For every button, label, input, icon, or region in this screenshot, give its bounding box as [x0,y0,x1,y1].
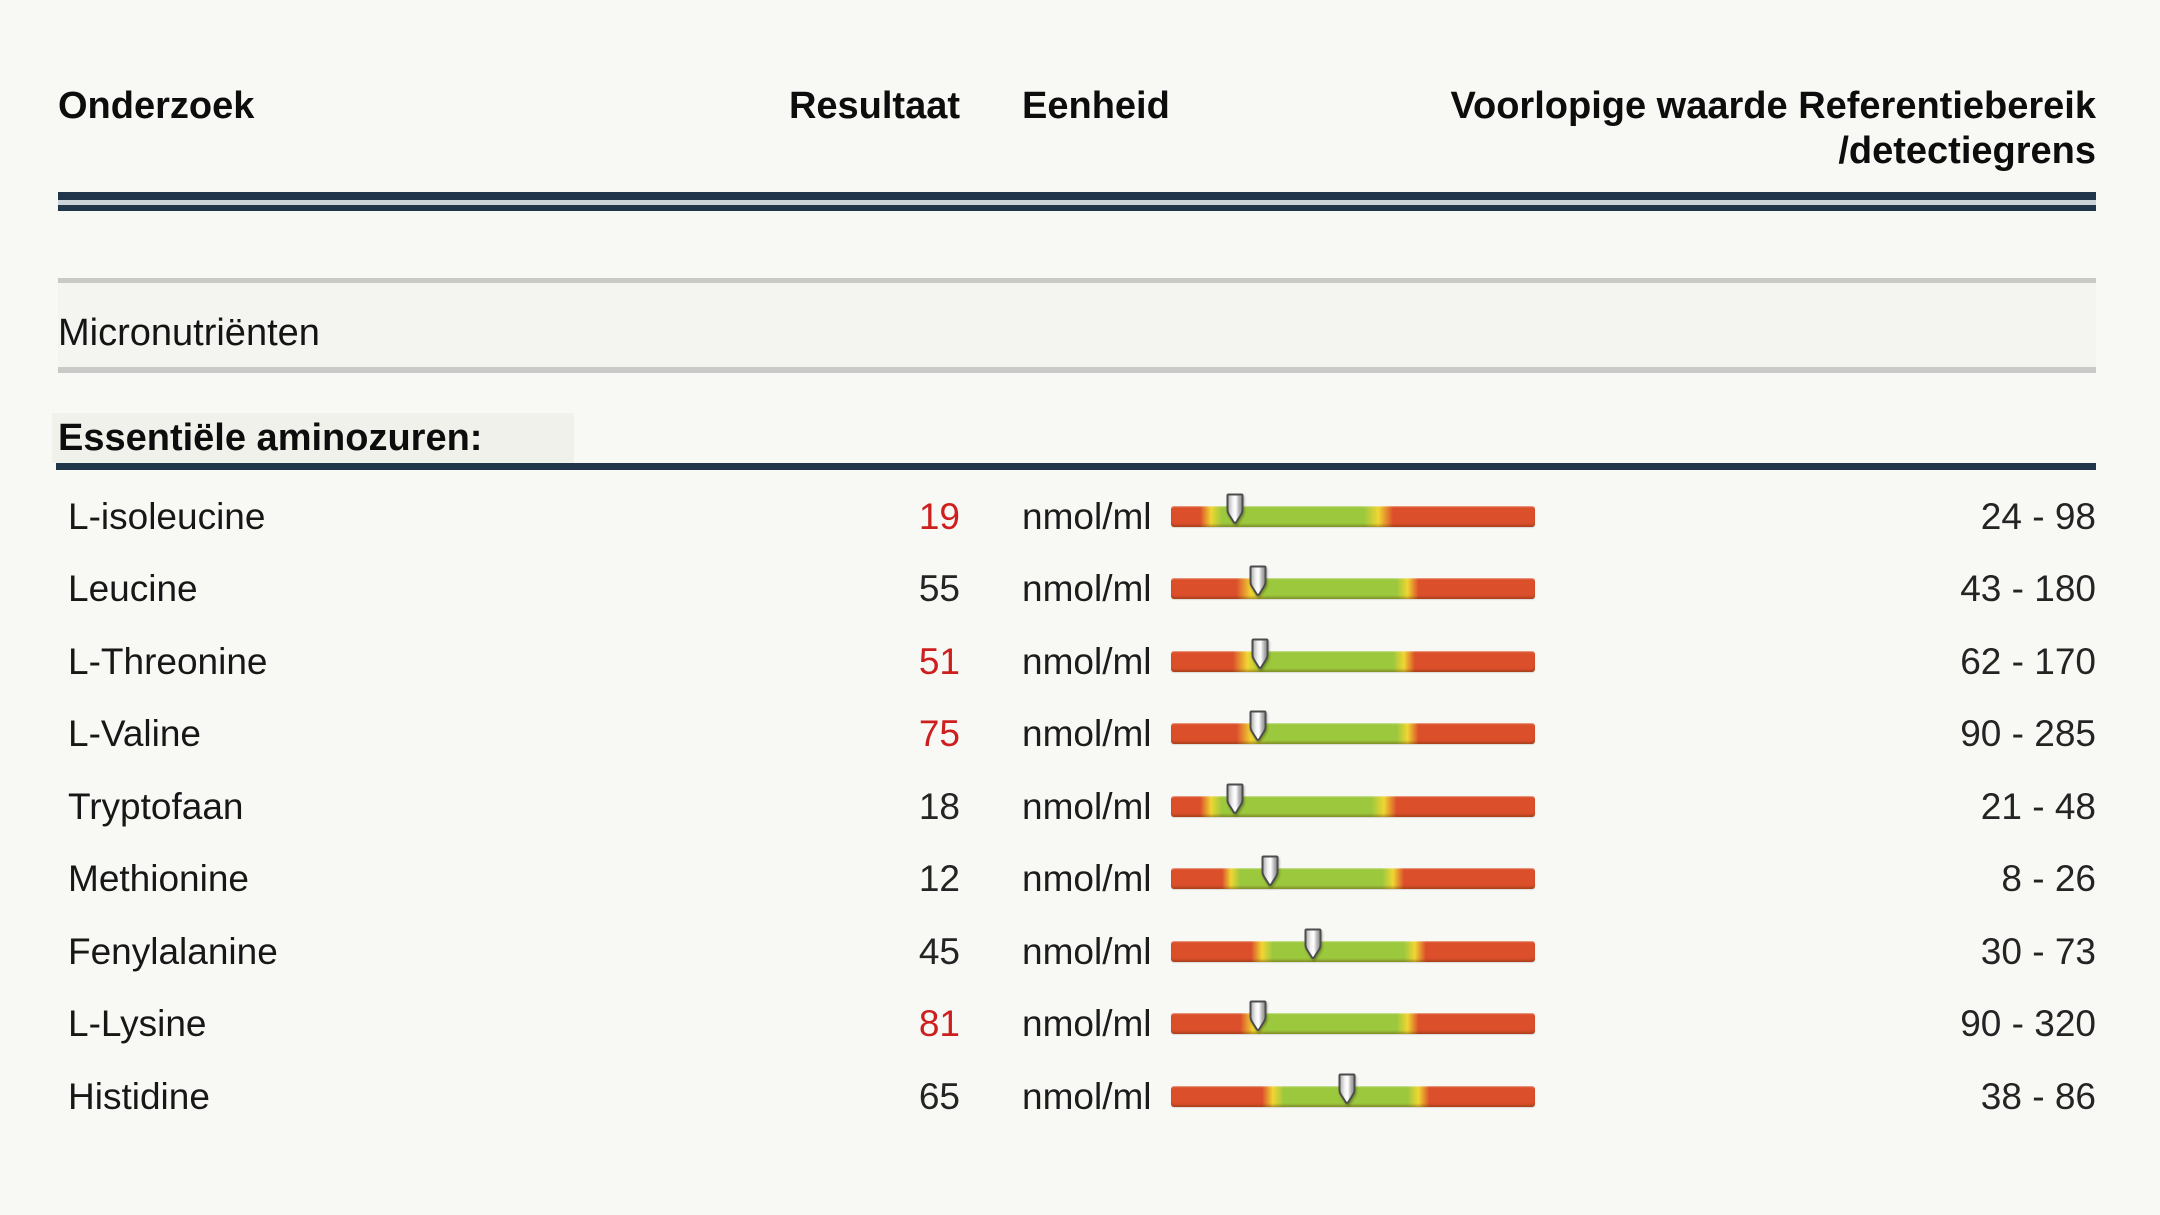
unit-label: nmol/ml [1022,496,1152,537]
value-marker-icon [1249,565,1267,596]
column-header-reference: Voorlopige waarde Referentiebereik /dete… [1200,84,2096,174]
subsection-rule [56,463,2096,470]
table-row: Fenylalanine 45 nmol/ml 30 - 73 [0,916,2160,988]
table-row: L-isoleucine 19 nmol/ml 24 - 98 [0,481,2160,553]
reference-range: 43 - 180 [1960,568,2096,609]
reference-range: 90 - 320 [1960,1003,2096,1044]
result-value: 55 [918,568,960,609]
header-double-rule [58,192,2096,211]
column-header-resultaat: Resultaat [788,85,960,127]
reference-range: 62 - 170 [1960,641,2096,682]
subsection-title: Essentiële aminozuren: [58,417,483,459]
table-row: Tryptofaan 18 nmol/ml 21 - 48 [0,771,2160,843]
unit-label: nmol/ml [1022,713,1152,754]
reference-range: 21 - 48 [1980,786,2096,827]
analyte-name: Fenylalanine [68,931,278,972]
reference-gauge [1171,928,1535,962]
reference-gauge [1171,855,1535,889]
analyte-name: Leucine [68,568,198,609]
reference-gauge [1171,638,1535,672]
table-row: L-Lysine 81 nmol/ml 90 - 320 [0,988,2160,1060]
reference-range: 90 - 285 [1960,713,2096,754]
reference-range: 24 - 98 [1980,496,2096,537]
value-marker-icon [1304,928,1322,959]
unit-label: nmol/ml [1022,786,1152,827]
analyte-name: L-Lysine [68,1003,207,1044]
reference-gauge [1171,783,1535,817]
table-row: L-Threonine 51 nmol/ml 62 - 170 [0,626,2160,698]
unit-label: nmol/ml [1022,1003,1152,1044]
unit-label: nmol/ml [1022,1076,1152,1117]
result-value: 45 [918,931,960,972]
result-value: 81 [918,1003,960,1044]
reference-gauge [1171,1073,1535,1107]
analyte-name: L-Threonine [68,641,268,682]
value-marker-icon [1226,493,1244,524]
reference-gauge [1171,493,1535,527]
column-header-onderzoek: Onderzoek [58,85,255,127]
unit-label: nmol/ml [1022,568,1152,609]
value-marker-icon [1249,1000,1267,1031]
table-row: Leucine 55 nmol/ml 43 - 180 [0,553,2160,625]
reference-gauge [1171,710,1535,744]
section-title: Micronutriënten [58,312,320,354]
unit-label: nmol/ml [1022,931,1152,972]
value-marker-icon [1249,710,1267,741]
analyte-name: L-isoleucine [68,496,266,537]
column-header-eenheid: Eenheid [1022,85,1170,127]
unit-label: nmol/ml [1022,641,1152,682]
reference-gauge [1171,565,1535,599]
value-marker-icon [1261,855,1279,886]
column-header-voorlopige-waarde: Voorlopige waarde [1450,85,1788,127]
analyte-name: Methionine [68,858,250,899]
table-row: L-Valine 75 nmol/ml 90 - 285 [0,698,2160,770]
subsection-highlight: Essentiële aminozuren: [52,413,574,463]
reference-range: 8 - 26 [2001,858,2096,899]
analyte-name: Histidine [68,1076,210,1117]
result-value: 65 [918,1076,960,1117]
result-value: 51 [918,641,960,682]
value-marker-icon [1226,783,1244,814]
unit-label: nmol/ml [1022,858,1152,899]
analyte-name: L-Valine [68,713,202,754]
reference-range: 30 - 73 [1980,931,2096,972]
column-header-detectiegrens: /detectiegrens [1838,130,2096,172]
result-value: 18 [918,786,960,827]
value-marker-icon [1251,638,1269,669]
result-value: 75 [918,713,960,754]
result-value: 12 [918,858,960,899]
analyte-name: Tryptofaan [68,786,244,827]
reference-range: 38 - 86 [1980,1076,2096,1117]
table-row: Histidine 65 nmol/ml 38 - 86 [0,1061,2160,1133]
result-value: 19 [918,496,960,537]
table-row: Methionine 12 nmol/ml 8 - 26 [0,843,2160,915]
reference-gauge [1171,1000,1535,1034]
column-header-referentiebereik: Referentiebereik [1798,85,2096,127]
section-band-micronutrienten: Micronutriënten [58,278,2096,373]
value-marker-icon [1338,1073,1356,1104]
